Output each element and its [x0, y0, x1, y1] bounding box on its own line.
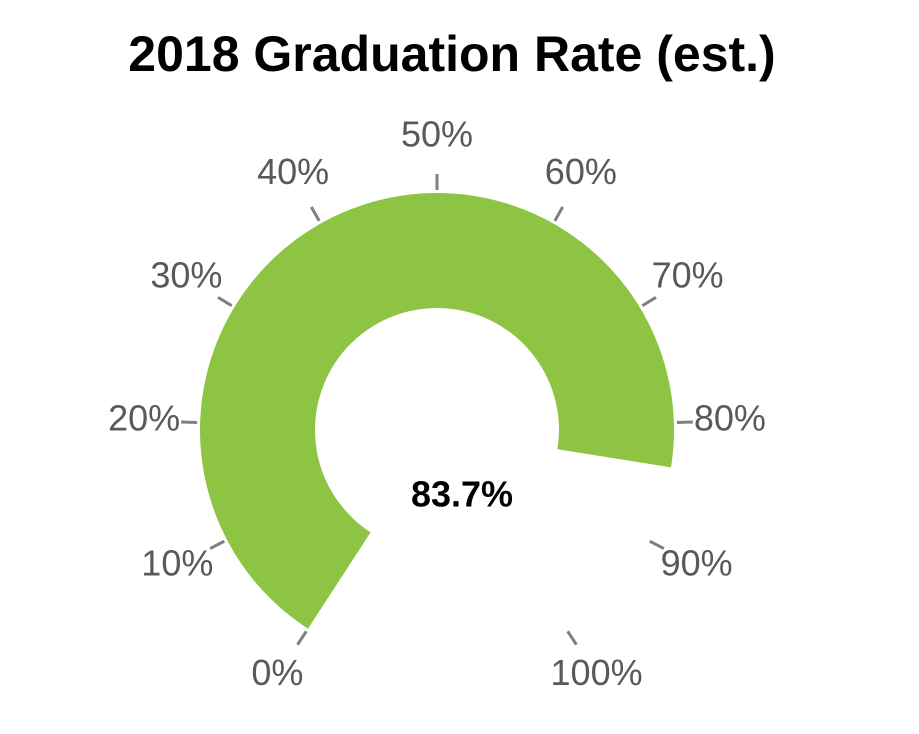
tick-mark: [217, 296, 233, 307]
tick-mark: [181, 420, 198, 424]
tick-label: 50%: [401, 114, 473, 155]
tick-label: 30%: [150, 255, 222, 296]
tick-mark: [296, 630, 308, 646]
tick-mark: [676, 420, 693, 424]
tick-label: 90%: [661, 542, 733, 583]
tick-mark: [648, 539, 665, 550]
tick-mark: [641, 296, 657, 307]
tick-label: 80%: [694, 397, 766, 438]
tick-label: 0%: [251, 652, 303, 693]
value-label: 83.7%: [411, 474, 513, 515]
tick-mark: [310, 206, 321, 222]
chart-title: 2018 Graduation Rate (est.): [128, 26, 775, 82]
tick-label: 20%: [108, 397, 180, 438]
tick-label: 100%: [551, 652, 643, 693]
tick-label: 10%: [141, 542, 213, 583]
tick-mark: [566, 630, 578, 646]
tick-label: 40%: [257, 151, 329, 192]
tick-label: 70%: [652, 255, 724, 296]
tick-mark: [209, 539, 226, 550]
tick-mark: [553, 206, 564, 222]
gauge-arc: [199, 192, 674, 629]
tick-label: 60%: [545, 151, 617, 192]
